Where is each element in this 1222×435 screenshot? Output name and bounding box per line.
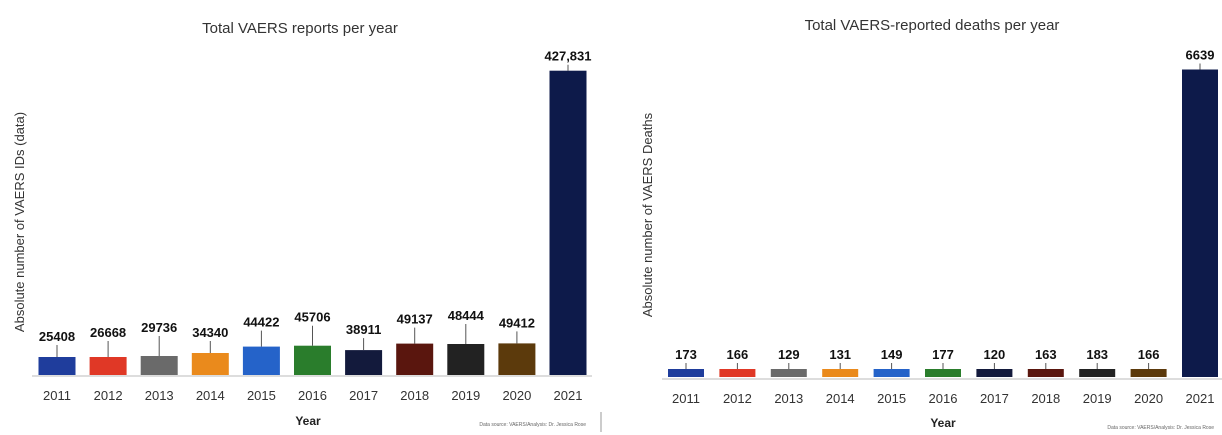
reports-tick-label-2014: 2014 <box>196 388 225 403</box>
deaths-tick-label-2011: 2011 <box>672 391 700 406</box>
deaths-tick-label-2021: 2021 <box>1186 391 1215 406</box>
deaths-tick-label-2016: 2016 <box>929 391 958 406</box>
reports-value-label-2018: 49137 <box>397 312 433 327</box>
reports-tick-label-2019: 2019 <box>451 388 480 403</box>
reports-tick-label-2016: 2016 <box>298 388 327 403</box>
reports-bar-2017 <box>345 350 383 375</box>
deaths-value-label-2012: 166 <box>727 347 749 362</box>
deaths-value-label-2016: 177 <box>932 347 954 362</box>
deaths-chart-source: Data source: VAERS/Analysis: Dr. Jessica… <box>1107 425 1214 431</box>
deaths-bar-2018 <box>1027 369 1064 377</box>
deaths-tick-label-2012: 2012 <box>723 391 752 406</box>
reports-value-label-2011: 25408 <box>39 329 75 344</box>
reports-tick-label-2015: 2015 <box>247 388 276 403</box>
deaths-value-label-2013: 129 <box>778 347 800 362</box>
reports-bar-2020 <box>498 343 536 375</box>
deaths-bar-2017 <box>976 369 1013 377</box>
reports-value-label-2020: 49412 <box>499 315 535 330</box>
reports-bar-2011 <box>38 357 76 375</box>
deaths-bar-2011 <box>668 369 704 377</box>
reports-chart-bars: 25408 2011 26668 2012 29736 2013 34340 2014 4442… <box>38 49 592 403</box>
deaths-tick-label-2017: 2017 <box>980 391 1009 406</box>
reports-tick-label-2020: 2020 <box>502 388 531 403</box>
deaths-chart-xlabel: Year <box>930 416 956 430</box>
reports-chart-ylabel: Absolute number of VAERS IDs (data) <box>12 112 27 332</box>
deaths-bar-2015 <box>873 369 910 377</box>
deaths-chart-ylabel: Absolute number of VAERS Deaths <box>640 112 655 317</box>
deaths-tick-label-2019: 2019 <box>1083 391 1112 406</box>
reports-value-label-2014: 34340 <box>192 325 228 340</box>
reports-value-label-2019: 48444 <box>448 308 485 323</box>
deaths-bar-2014 <box>822 369 859 377</box>
deaths-tick-label-2018: 2018 <box>1031 391 1060 406</box>
reports-bar-2015 <box>242 346 280 375</box>
reports-tick-label-2017: 2017 <box>349 388 378 403</box>
reports-bar-2016 <box>294 345 331 375</box>
deaths-tick-label-2013: 2013 <box>774 391 803 406</box>
reports-chart-source: Data source: VAERS/Analysis: Dr. Jessica… <box>479 422 586 428</box>
deaths-value-label-2011: 173 <box>675 347 697 362</box>
reports-value-label-2012: 26668 <box>90 325 126 340</box>
reports-bar-2018 <box>396 343 434 375</box>
deaths-value-label-2021: 6639 <box>1186 48 1215 63</box>
reports-tick-label-2012: 2012 <box>94 388 123 403</box>
reports-value-label-2016: 45706 <box>294 310 330 325</box>
reports-value-label-2021: 427,831 <box>545 49 592 64</box>
reports-value-label-2015: 44422 <box>243 315 279 330</box>
reports-value-label-2013: 29736 <box>141 320 177 335</box>
reports-tick-label-2011: 2011 <box>43 388 71 403</box>
deaths-chart: Total VAERS-reported deaths per year Abs… <box>640 17 1222 431</box>
deaths-bar-2013 <box>770 369 807 377</box>
deaths-value-label-2020: 166 <box>1138 347 1160 362</box>
deaths-bar-2019 <box>1079 369 1116 377</box>
reports-bar-2013 <box>140 356 178 375</box>
deaths-tick-label-2020: 2020 <box>1134 391 1163 406</box>
reports-value-label-2017: 38911 <box>346 322 381 337</box>
reports-bar-2021 <box>549 70 587 375</box>
reports-bar-2014 <box>191 353 229 375</box>
reports-tick-label-2018: 2018 <box>400 388 429 403</box>
deaths-bar-2021 <box>1182 69 1218 377</box>
reports-chart: Total VAERS reports per year Absolute nu… <box>12 20 592 428</box>
deaths-value-label-2017: 120 <box>984 347 1006 362</box>
deaths-value-label-2018: 163 <box>1035 347 1057 362</box>
deaths-value-label-2015: 149 <box>881 347 903 362</box>
reports-bar-2019 <box>447 344 485 375</box>
deaths-value-label-2019: 183 <box>1086 347 1108 362</box>
reports-bar-2012 <box>89 357 127 375</box>
deaths-bar-2012 <box>719 369 756 377</box>
deaths-bar-2016 <box>925 369 961 377</box>
reports-chart-xlabel: Year <box>295 414 321 428</box>
deaths-chart-bars: 173 2011 166 2012 129 2013 131 2014 149 2015 177 20… <box>668 48 1218 406</box>
deaths-tick-label-2014: 2014 <box>826 391 855 406</box>
deaths-tick-label-2015: 2015 <box>877 391 906 406</box>
deaths-value-label-2014: 131 <box>829 347 851 362</box>
reports-chart-title: Total VAERS reports per year <box>202 20 398 37</box>
reports-tick-label-2021: 2021 <box>554 388 583 403</box>
deaths-bar-2020 <box>1130 369 1167 377</box>
deaths-chart-title: Total VAERS-reported deaths per year <box>805 17 1060 34</box>
reports-tick-label-2013: 2013 <box>145 388 174 403</box>
